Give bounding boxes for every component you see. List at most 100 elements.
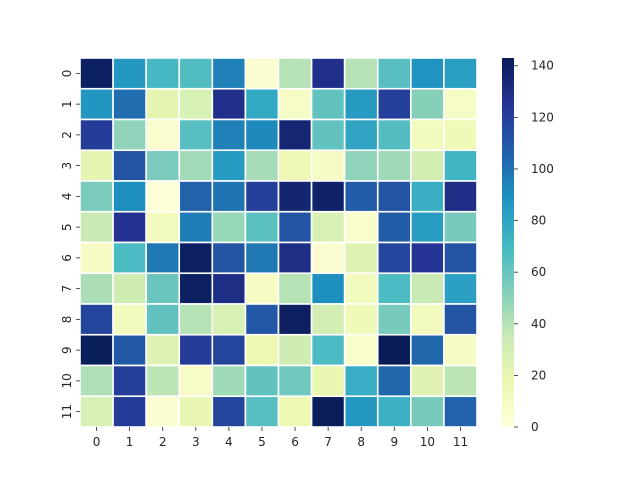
colorbar-tick-label-1: 20 xyxy=(531,368,546,382)
heatmap-cell-0-0 xyxy=(79,57,114,90)
y-tick-label-8: 8 xyxy=(60,316,74,324)
heatmap-cell-7-6 xyxy=(277,272,313,305)
heatmap-cell-10-7 xyxy=(310,364,346,398)
heatmap-cell-0-4 xyxy=(211,57,247,90)
heatmap-cell-8-5 xyxy=(244,303,280,336)
heatmap-cell-11-1 xyxy=(112,395,147,428)
heatmap-cell-5-8 xyxy=(343,210,379,244)
heatmap-cell-6-6 xyxy=(277,241,313,275)
heatmap-cell-1-8 xyxy=(343,87,379,121)
x-tick-label-2: 2 xyxy=(159,435,167,449)
heatmap-cell-2-10 xyxy=(410,118,445,152)
x-tick-label-5: 5 xyxy=(258,435,266,449)
x-tick-label-0: 0 xyxy=(93,435,101,449)
heatmap-cell-4-0 xyxy=(79,180,114,213)
x-axis: 0 1 2 3 4 5 6 7 8 9 10 11 xyxy=(93,427,468,449)
heatmap-cell-3-7 xyxy=(310,149,346,182)
heatmap-cell-10-1 xyxy=(112,364,147,398)
heatmap-cell-6-11 xyxy=(443,241,478,275)
heatmap-cell-9-1 xyxy=(112,333,147,367)
heatmap-cell-9-11 xyxy=(443,333,478,367)
heatmap-cell-6-10 xyxy=(410,241,445,275)
heatmap-cell-9-4 xyxy=(211,333,247,367)
heatmap-cell-9-0 xyxy=(79,333,114,367)
heatmap-cell-11-4 xyxy=(211,395,247,428)
heatmap-cell-8-7 xyxy=(310,303,346,336)
heatmap-cell-1-6 xyxy=(277,87,313,121)
x-tick-label-11: 11 xyxy=(453,435,468,449)
heatmap-cell-4-4 xyxy=(211,180,247,213)
heatmap-cell-10-11 xyxy=(443,364,478,398)
heatmap-cell-7-7 xyxy=(310,272,346,305)
heatmap-cell-4-7 xyxy=(310,180,346,213)
heatmap-cell-7-2 xyxy=(145,272,181,305)
heatmap-cell-0-9 xyxy=(376,57,412,90)
heatmap-cell-1-4 xyxy=(211,87,247,121)
heatmap-cell-9-3 xyxy=(178,333,214,367)
heatmap-cell-8-8 xyxy=(343,303,379,336)
heatmap-cell-10-2 xyxy=(145,364,181,398)
heatmap-cell-0-5 xyxy=(244,57,280,90)
colorbar-gradient xyxy=(502,58,514,427)
heatmap-cell-9-9 xyxy=(376,333,412,367)
colorbar-tick-label-5: 100 xyxy=(531,162,554,176)
heatmap-cell-7-9 xyxy=(376,272,412,305)
heatmap-cell-5-7 xyxy=(310,210,346,244)
x-tick-label-7: 7 xyxy=(324,435,332,449)
heatmap-cell-6-8 xyxy=(343,241,379,275)
heatmap-cell-7-3 xyxy=(178,272,214,305)
heatmap-cell-10-9 xyxy=(376,364,412,398)
heatmap-cell-10-10 xyxy=(410,364,445,398)
heatmap-cell-2-11 xyxy=(443,118,478,152)
colorbar-tick-label-2: 40 xyxy=(531,317,546,331)
x-tick-label-6: 6 xyxy=(291,435,299,449)
heatmap-cell-4-11 xyxy=(443,180,478,213)
x-tick-label-1: 1 xyxy=(126,435,134,449)
heatmap-cell-9-8 xyxy=(343,333,379,367)
x-tick-label-8: 8 xyxy=(357,435,365,449)
heatmap-cell-7-0 xyxy=(79,272,114,305)
heatmap-cell-11-7 xyxy=(310,395,346,428)
heatmap-cell-1-10 xyxy=(410,87,445,121)
heatmap-cell-1-3 xyxy=(178,87,214,121)
y-tick-label-11: 11 xyxy=(60,404,74,419)
heatmap-cell-2-1 xyxy=(112,118,147,152)
y-tick-label-0: 0 xyxy=(60,70,74,78)
colorbar: 0 20 40 60 80 100 120 140 xyxy=(502,58,554,434)
heatmap-cell-3-0 xyxy=(79,149,114,182)
y-tick-label-7: 7 xyxy=(60,285,74,293)
heatmap-cell-8-1 xyxy=(112,303,147,336)
x-tick-label-4: 4 xyxy=(225,435,233,449)
heatmap-cell-2-4 xyxy=(211,118,247,152)
heatmap-cell-10-6 xyxy=(277,364,313,398)
heatmap-cell-3-8 xyxy=(343,149,379,182)
heatmap-cell-9-5 xyxy=(244,333,280,367)
y-tick-label-4: 4 xyxy=(60,193,74,201)
heatmap-cell-8-9 xyxy=(376,303,412,336)
y-tick-label-9: 9 xyxy=(60,346,74,354)
colorbar-tick-label-7: 140 xyxy=(531,59,554,73)
heatmap-cell-6-0 xyxy=(79,241,114,275)
heatmap-cell-7-11 xyxy=(443,272,478,305)
heatmap-cells xyxy=(79,57,478,428)
heatmap-cell-1-5 xyxy=(244,87,280,121)
heatmap-cell-5-11 xyxy=(443,210,478,244)
heatmap-cell-4-8 xyxy=(343,180,379,213)
heatmap-cell-6-9 xyxy=(376,241,412,275)
y-tick-label-6: 6 xyxy=(60,254,74,262)
heatmap-cell-11-11 xyxy=(443,395,478,428)
y-axis: 0 1 2 3 4 5 6 7 8 9 10 11 xyxy=(60,70,80,419)
heatmap-cell-6-7 xyxy=(310,241,346,275)
heatmap-cell-2-9 xyxy=(376,118,412,152)
heatmap-cell-1-0 xyxy=(79,87,114,121)
heatmap-cell-5-1 xyxy=(112,210,147,244)
x-tick-label-10: 10 xyxy=(420,435,435,449)
heatmap-cell-8-4 xyxy=(211,303,247,336)
heatmap-cell-6-1 xyxy=(112,241,147,275)
heatmap-cell-5-2 xyxy=(145,210,181,244)
colorbar-tick-label-6: 120 xyxy=(531,110,554,124)
heatmap-cell-2-6 xyxy=(277,118,313,152)
heatmap-cell-0-2 xyxy=(145,57,181,90)
heatmap-cell-11-2 xyxy=(145,395,181,428)
